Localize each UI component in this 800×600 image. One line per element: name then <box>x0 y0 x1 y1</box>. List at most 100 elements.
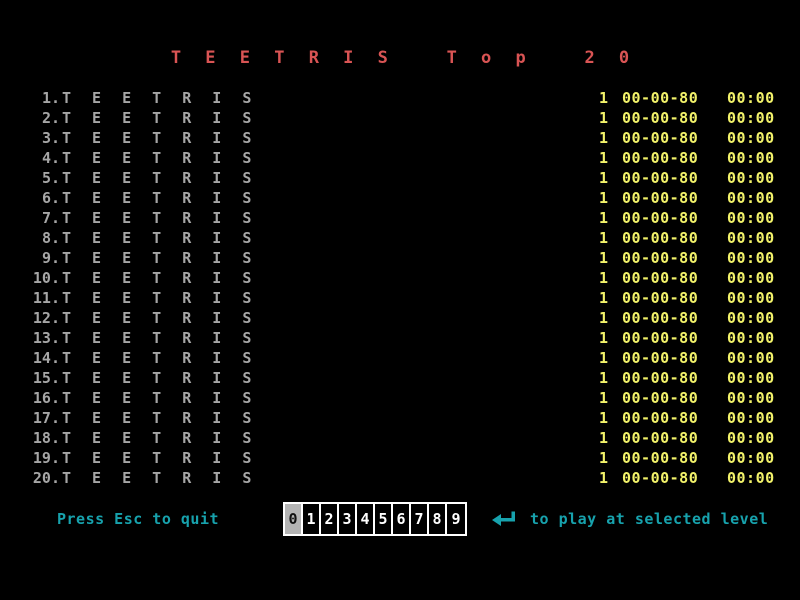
entry-date: 00-00-80 <box>622 389 699 407</box>
entry-name: T E E T R I S <box>62 229 258 247</box>
entry-level: 1 <box>598 189 608 207</box>
table-row: 17. T E E T R I S 1 00-00-80 00:00 <box>0 408 800 428</box>
page-title: T E E T R I S T o p 2 0 <box>170 48 637 68</box>
entry-level: 1 <box>598 449 608 467</box>
level-option-3[interactable]: 3 <box>339 504 357 534</box>
entry-name: T E E T R I S <box>62 309 258 327</box>
entry-rank: 9. <box>41 249 60 267</box>
entry-level: 1 <box>598 349 608 367</box>
entry-time: 00:00 <box>727 449 775 467</box>
entry-rank: 12. <box>32 309 60 327</box>
table-row: 6. T E E T R I S 1 00-00-80 00:00 <box>0 188 800 208</box>
entry-rank: 16. <box>32 389 60 407</box>
entry-name: T E E T R I S <box>62 149 258 167</box>
entry-rank: 17. <box>32 409 60 427</box>
entry-name: T E E T R I S <box>62 169 258 187</box>
table-row: 11. T E E T R I S 1 00-00-80 00:00 <box>0 288 800 308</box>
entry-level: 1 <box>598 469 608 487</box>
entry-name: T E E T R I S <box>62 449 258 467</box>
entry-time: 00:00 <box>727 169 775 187</box>
level-option-2[interactable]: 2 <box>321 504 339 534</box>
level-option-5[interactable]: 5 <box>375 504 393 534</box>
entry-date: 00-00-80 <box>622 89 699 107</box>
entry-time: 00:00 <box>727 289 775 307</box>
table-row: 9. T E E T R I S 1 00-00-80 00:00 <box>0 248 800 268</box>
entry-rank: 13. <box>32 329 60 347</box>
table-row: 13. T E E T R I S 1 00-00-80 00:00 <box>0 328 800 348</box>
table-row: 12. T E E T R I S 1 00-00-80 00:00 <box>0 308 800 328</box>
entry-date: 00-00-80 <box>622 329 699 347</box>
entry-date: 00-00-80 <box>622 169 699 187</box>
entry-name: T E E T R I S <box>62 349 258 367</box>
entry-name: T E E T R I S <box>62 289 258 307</box>
entry-rank: 19. <box>32 449 60 467</box>
entry-name: T E E T R I S <box>62 89 258 107</box>
entry-date: 00-00-80 <box>622 449 699 467</box>
entry-time: 00:00 <box>727 429 775 447</box>
entry-level: 1 <box>598 289 608 307</box>
entry-level: 1 <box>598 269 608 287</box>
entry-date: 00-00-80 <box>622 429 699 447</box>
entry-time: 00:00 <box>727 109 775 127</box>
entry-rank: 11. <box>32 289 60 307</box>
entry-time: 00:00 <box>727 469 775 487</box>
entry-time: 00:00 <box>727 89 775 107</box>
entry-name: T E E T R I S <box>62 129 258 147</box>
entry-time: 00:00 <box>727 309 775 327</box>
level-option-4[interactable]: 4 <box>357 504 375 534</box>
entry-date: 00-00-80 <box>622 189 699 207</box>
entry-date: 00-00-80 <box>622 129 699 147</box>
level-option-8[interactable]: 8 <box>429 504 447 534</box>
entry-level: 1 <box>598 109 608 127</box>
entry-level: 1 <box>598 229 608 247</box>
entry-time: 00:00 <box>727 329 775 347</box>
table-row: 16. T E E T R I S 1 00-00-80 00:00 <box>0 388 800 408</box>
table-row: 15. T E E T R I S 1 00-00-80 00:00 <box>0 368 800 388</box>
entry-rank: 7. <box>41 209 60 227</box>
entry-rank: 14. <box>32 349 60 367</box>
entry-date: 00-00-80 <box>622 149 699 167</box>
entry-level: 1 <box>598 429 608 447</box>
entry-level: 1 <box>598 89 608 107</box>
table-row: 14. T E E T R I S 1 00-00-80 00:00 <box>0 348 800 368</box>
level-option-7[interactable]: 7 <box>411 504 429 534</box>
entry-date: 00-00-80 <box>622 269 699 287</box>
entry-name: T E E T R I S <box>62 409 258 427</box>
entry-time: 00:00 <box>727 249 775 267</box>
level-option-0[interactable]: 0 <box>285 504 303 534</box>
table-row: 5. T E E T R I S 1 00-00-80 00:00 <box>0 168 800 188</box>
table-row: 20. T E E T R I S 1 00-00-80 00:00 <box>0 468 800 488</box>
entry-date: 00-00-80 <box>622 409 699 427</box>
entry-level: 1 <box>598 309 608 327</box>
table-row: 4. T E E T R I S 1 00-00-80 00:00 <box>0 148 800 168</box>
table-row: 2. T E E T R I S 1 00-00-80 00:00 <box>0 108 800 128</box>
entry-name: T E E T R I S <box>62 209 258 227</box>
entry-rank: 6. <box>41 189 60 207</box>
entry-level: 1 <box>598 169 608 187</box>
play-hint-label: to play at selected level <box>530 510 769 528</box>
table-row: 8. T E E T R I S 1 00-00-80 00:00 <box>0 228 800 248</box>
entry-level: 1 <box>598 129 608 147</box>
level-option-1[interactable]: 1 <box>303 504 321 534</box>
entry-time: 00:00 <box>727 209 775 227</box>
entry-name: T E E T R I S <box>62 109 258 127</box>
entry-time: 00:00 <box>727 349 775 367</box>
entry-date: 00-00-80 <box>622 109 699 127</box>
entry-date: 00-00-80 <box>622 249 699 267</box>
level-option-9[interactable]: 9 <box>447 504 465 534</box>
entry-name: T E E T R I S <box>62 469 258 487</box>
entry-name: T E E T R I S <box>62 389 258 407</box>
entry-time: 00:00 <box>727 229 775 247</box>
entry-rank: 3. <box>41 129 60 147</box>
entry-name: T E E T R I S <box>62 189 258 207</box>
entry-level: 1 <box>598 209 608 227</box>
entry-rank: 20. <box>32 469 60 487</box>
entry-date: 00-00-80 <box>622 349 699 367</box>
entry-time: 00:00 <box>727 149 775 167</box>
quit-hint-label: Press Esc to quit <box>57 510 220 528</box>
entry-rank: 10. <box>32 269 60 287</box>
entry-time: 00:00 <box>727 189 775 207</box>
table-row: 18. T E E T R I S 1 00-00-80 00:00 <box>0 428 800 448</box>
level-option-6[interactable]: 6 <box>393 504 411 534</box>
